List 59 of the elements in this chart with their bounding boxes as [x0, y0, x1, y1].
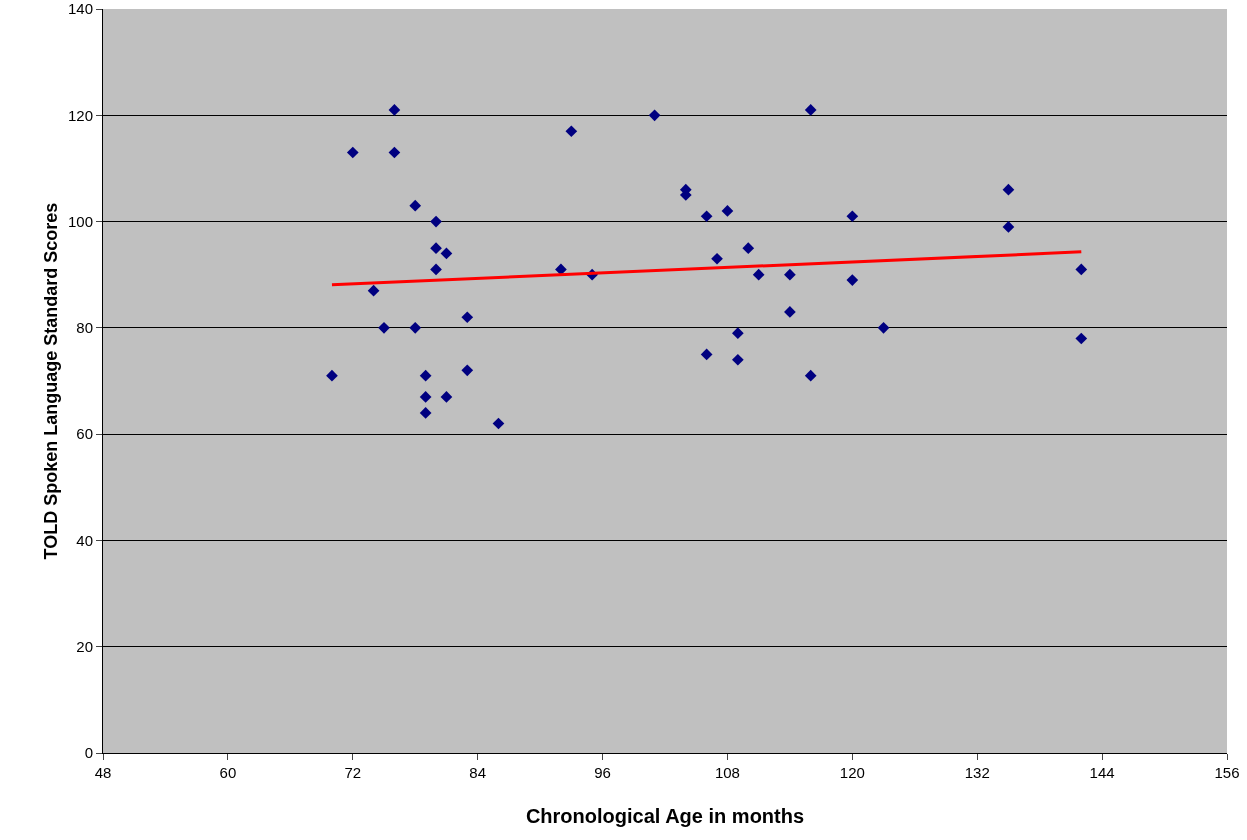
point — [732, 327, 744, 340]
point — [565, 125, 578, 138]
x-tick-label: 144 — [1089, 764, 1115, 781]
point — [732, 353, 744, 366]
point — [846, 210, 859, 223]
point — [1002, 183, 1015, 196]
point — [388, 104, 401, 116]
point — [419, 391, 432, 403]
x-tick-label: 48 — [94, 764, 112, 781]
y-tick-label: 20 — [76, 637, 93, 655]
x-tick-label: 108 — [714, 764, 740, 781]
y-tick-label: 0 — [84, 744, 93, 762]
y-tick-label: 140 — [67, 0, 93, 18]
point — [388, 146, 401, 159]
point — [804, 369, 817, 382]
y-tick-label: 60 — [76, 425, 93, 443]
point — [492, 417, 505, 430]
y-tick-label: 120 — [67, 106, 93, 124]
y-tick-label: 40 — [76, 531, 93, 549]
x-tick-label: 156 — [1214, 764, 1240, 781]
point — [440, 247, 453, 260]
x-tick-label: 96 — [594, 764, 611, 781]
point — [430, 263, 442, 276]
point — [711, 252, 723, 265]
x-tick-label: 72 — [344, 764, 362, 781]
point — [742, 242, 755, 254]
point — [326, 369, 338, 382]
point — [409, 322, 422, 334]
x-axis-title: Chronological Age in months — [525, 805, 805, 827]
point — [1075, 332, 1088, 345]
point — [430, 215, 442, 228]
point — [461, 311, 474, 324]
x-tick-label: 84 — [469, 764, 487, 781]
x-tick-label: 132 — [964, 764, 990, 781]
point — [752, 268, 765, 281]
point — [430, 242, 442, 254]
x-tick-label: 60 — [219, 764, 237, 781]
point — [846, 274, 859, 286]
point — [721, 205, 734, 217]
point — [700, 210, 713, 223]
point — [784, 268, 796, 281]
point — [440, 391, 453, 403]
point — [367, 284, 380, 297]
point — [784, 306, 796, 318]
point — [419, 407, 432, 419]
point — [700, 348, 713, 361]
point — [419, 369, 432, 382]
y-tick-label: 80 — [76, 319, 93, 337]
point — [409, 199, 422, 212]
point — [461, 364, 474, 377]
x-tick-label: 120 — [839, 764, 865, 781]
point — [1075, 263, 1088, 276]
y-tick-label: 100 — [67, 212, 93, 230]
point — [804, 104, 817, 116]
point — [877, 322, 890, 334]
point — [1002, 221, 1015, 233]
point — [648, 109, 661, 122]
y-axis-title: TOLD Spoken Language Standard Scores — [41, 202, 61, 560]
point — [346, 146, 359, 159]
